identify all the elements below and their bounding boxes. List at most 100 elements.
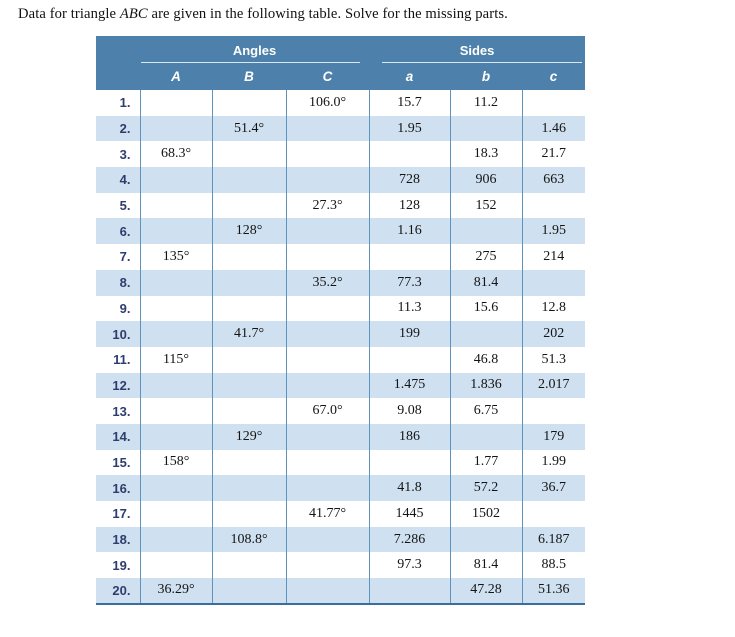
cell-C xyxy=(285,449,370,476)
table-header: Angles Sides A B C a b c xyxy=(96,36,586,90)
cell-C xyxy=(285,578,370,605)
cell-b: 46.8 xyxy=(449,346,523,373)
row-number: 14. xyxy=(96,423,140,450)
cell-b: 18.3 xyxy=(449,141,523,168)
cell-b: 6.75 xyxy=(449,398,523,424)
col-header-angle-A: A xyxy=(140,63,212,90)
cell-A xyxy=(139,115,212,142)
cell-c: 1.99 xyxy=(521,449,586,476)
cell-b: 152 xyxy=(449,192,523,219)
cell-c: 202 xyxy=(521,321,586,347)
triangle-data-table: Angles Sides A B C a b c 1. 106.0° 15.7 11.… xyxy=(96,36,586,605)
cell-B xyxy=(211,475,286,501)
cell-C xyxy=(285,141,370,168)
angles-underline xyxy=(141,62,361,63)
table-row: 15. 158° 1.77 1.99 xyxy=(96,449,586,476)
cell-C: 41.77° xyxy=(285,501,370,527)
cell-b: 1502 xyxy=(449,501,523,527)
cell-b: 906 xyxy=(449,167,523,193)
cell-a: 1.475 xyxy=(368,372,451,399)
cell-c: 12.8 xyxy=(521,295,586,322)
row-number: 15. xyxy=(96,449,140,476)
row-number: 17. xyxy=(96,501,140,527)
cell-c xyxy=(521,269,586,296)
cell-c xyxy=(521,90,586,116)
problem-text-italic: ABC xyxy=(119,6,148,22)
cell-B: 129° xyxy=(211,423,286,450)
table-row: 16. 41.8 57.2 36.7 xyxy=(96,475,586,501)
row-number: 2. xyxy=(96,115,140,142)
sides-label: Sides xyxy=(459,43,495,58)
problem-text-suffix: are given in the following table. Solve … xyxy=(147,6,508,22)
cell-a: 97.3 xyxy=(368,552,451,579)
cell-a: 128 xyxy=(368,192,451,219)
cell-b xyxy=(449,423,523,450)
corner-cell xyxy=(96,36,140,63)
row-number: 7. xyxy=(96,244,140,270)
angles-label: Angles xyxy=(232,43,277,58)
col-header-side-a: a xyxy=(369,63,451,90)
row-number: 18. xyxy=(96,526,140,553)
row-number: 4. xyxy=(96,167,140,193)
cell-C xyxy=(285,244,370,270)
cell-C xyxy=(285,475,370,501)
cell-B xyxy=(211,141,286,168)
data-table: Angles Sides A B C a b c 1. 106.0° 15.7 11.… xyxy=(96,36,586,605)
cell-A xyxy=(139,423,212,450)
cell-C xyxy=(285,346,370,373)
col-header-side-c: c xyxy=(522,63,586,90)
cell-a: 186 xyxy=(368,423,451,450)
cell-A xyxy=(139,398,212,424)
cell-c: 214 xyxy=(521,244,586,270)
column-header-row: A B C a b c xyxy=(96,63,586,90)
cell-B xyxy=(211,192,286,219)
cell-A xyxy=(139,90,212,116)
col-header-angle-B: B xyxy=(212,63,286,90)
cell-a xyxy=(368,244,451,270)
cell-b xyxy=(449,115,523,142)
cell-A xyxy=(139,321,212,347)
table-row: 17. 41.77° 1445 1502 xyxy=(96,501,586,527)
cell-C: 27.3° xyxy=(285,192,370,219)
cell-b: 15.6 xyxy=(449,295,523,322)
angles-group-header: Angles xyxy=(140,36,370,63)
cell-b: 47.28 xyxy=(449,578,523,605)
cell-a: 7.286 xyxy=(368,526,451,553)
group-header-row: Angles Sides xyxy=(96,36,586,63)
cell-B xyxy=(211,90,286,116)
sides-group-header: Sides xyxy=(369,36,586,63)
cell-A xyxy=(139,295,212,322)
cell-B xyxy=(211,269,286,296)
cell-a: 1.16 xyxy=(368,218,451,245)
cell-a: 199 xyxy=(368,321,451,347)
cell-A: 115° xyxy=(139,346,212,373)
cell-B xyxy=(211,501,286,527)
cell-B: 41.7° xyxy=(211,321,286,347)
cell-B xyxy=(211,295,286,322)
cell-A xyxy=(139,218,212,245)
cell-a: 1.95 xyxy=(368,115,451,142)
cell-c: 36.7 xyxy=(521,475,586,501)
cell-b: 1.836 xyxy=(449,372,523,399)
cell-A: 158° xyxy=(139,449,212,476)
cell-B xyxy=(211,552,286,579)
table-row: 5. 27.3° 128 152 xyxy=(96,192,586,219)
cell-A xyxy=(139,475,212,501)
cell-C: 67.0° xyxy=(285,398,370,424)
row-number: 16. xyxy=(96,475,140,501)
table-row: 2. 51.4° 1.95 1.46 xyxy=(96,115,586,142)
col-header-side-b: b xyxy=(450,63,523,90)
cell-B xyxy=(211,398,286,424)
cell-b: 275 xyxy=(449,244,523,270)
table-row: 14. 129° 186 179 xyxy=(96,423,586,450)
row-number: 8. xyxy=(96,269,140,296)
cell-C xyxy=(285,552,370,579)
cell-a: 77.3 xyxy=(368,269,451,296)
cell-b: 11.2 xyxy=(449,90,523,116)
row-number-header xyxy=(96,63,140,90)
table-row: 9. 11.3 15.6 12.8 xyxy=(96,295,586,322)
cell-b: 1.77 xyxy=(449,449,523,476)
cell-C xyxy=(285,115,370,142)
cell-C: 106.0° xyxy=(285,90,370,116)
row-number: 5. xyxy=(96,192,140,219)
